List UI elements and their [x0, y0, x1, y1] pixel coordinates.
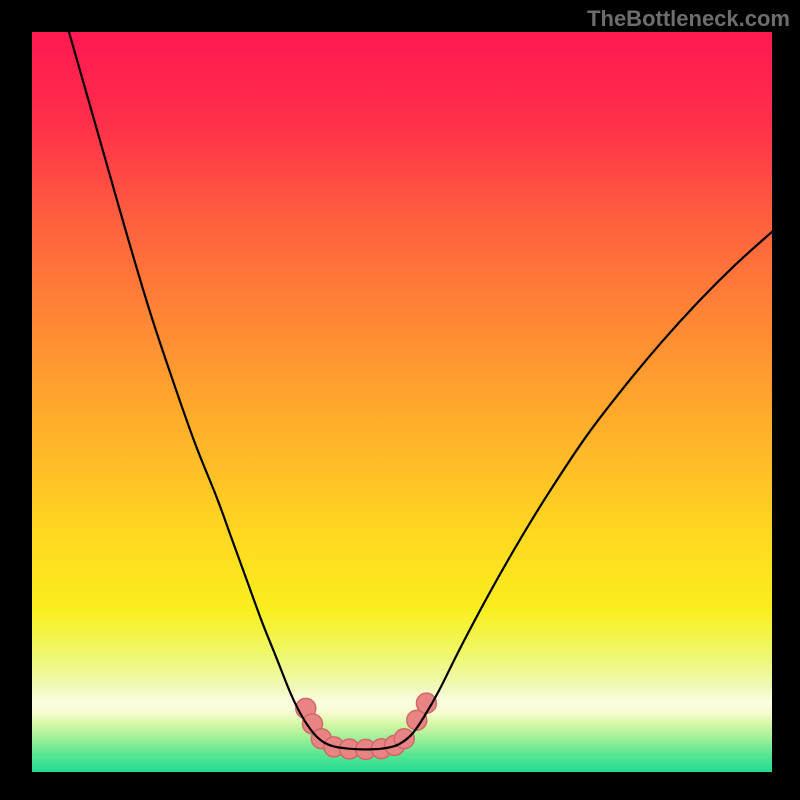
plot-area — [32, 32, 772, 772]
curve-marker — [416, 693, 436, 713]
plot-svg — [32, 32, 772, 772]
watermark-text: TheBottleneck.com — [587, 6, 790, 32]
plot-background — [32, 32, 772, 772]
chart-root: TheBottleneck.com — [0, 0, 800, 800]
